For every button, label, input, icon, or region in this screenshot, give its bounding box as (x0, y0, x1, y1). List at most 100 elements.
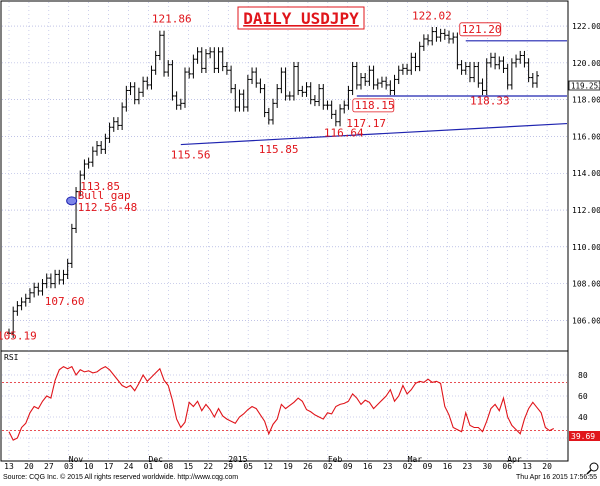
price-annotation: 107.60 (45, 295, 85, 308)
price-panel-frame (0, 0, 569, 352)
price-bar (61, 269, 66, 285)
price-bar (480, 78, 485, 96)
price-bar (153, 50, 158, 75)
x-axis-labels: 13 20 27 03 10 17 24 01 08 15 22 29 05 12 19 26 02 09 16 23… (4, 455, 552, 471)
footer-source: Source: CQG Inc. © 2015 All rights reser… (3, 473, 238, 481)
price-bar (162, 30, 167, 77)
price-bar (409, 52, 414, 75)
price-bar (233, 84, 238, 112)
price-bar (455, 32, 460, 70)
price-bar (229, 65, 234, 94)
price-bar (283, 67, 288, 101)
price-bar (535, 71, 539, 88)
price-bar (342, 100, 347, 114)
rsi-y-tick-label: 60 (578, 392, 588, 401)
price-annotation: 122.02 (412, 10, 452, 23)
price-bar (271, 98, 275, 125)
price-bar (497, 56, 502, 70)
price-bar (354, 61, 359, 90)
x-tick-label: 10 (84, 462, 94, 471)
price-bar (32, 282, 37, 298)
price-annotation: 121.20 (462, 23, 502, 36)
price-bar (224, 61, 229, 75)
price-annotation: 115.85 (259, 143, 299, 156)
price-bar (65, 258, 70, 280)
price-bar (275, 84, 280, 108)
price-bar (388, 80, 393, 96)
x-month-label: Apr (507, 455, 522, 464)
price-bar (178, 98, 183, 110)
price-bar (317, 84, 322, 107)
price-y-tick-label: 112.00 (572, 206, 600, 215)
price-y-tick-label: 116.00 (572, 132, 600, 141)
footer-timestamp: Thu Apr 16 2015 17:56:55 (516, 474, 597, 481)
price-y-tick-label: 118.00 (572, 96, 600, 105)
price-bar (166, 60, 171, 77)
price-bar (434, 26, 439, 42)
price-bar (296, 61, 301, 96)
price-annotation: 115.56 (171, 149, 211, 162)
price-bar (7, 328, 11, 338)
price-annotation: 116.64 (324, 127, 364, 140)
price-bar (371, 65, 376, 90)
price-bar (505, 63, 510, 90)
x-month-label: Feb (328, 455, 343, 464)
price-bar (44, 273, 49, 289)
x-tick-label: 23 (383, 462, 393, 471)
price-bar (266, 107, 271, 125)
x-tick-label: 02 (403, 462, 413, 471)
price-bar (241, 89, 246, 112)
x-month-label: 2015 (228, 455, 247, 464)
price-bar (384, 76, 389, 90)
x-tick-label: 20 (24, 462, 34, 471)
price-bar (329, 100, 334, 119)
annotation-box (459, 22, 502, 37)
bull-gap-label: Bull gap (78, 189, 131, 202)
price-bar (346, 85, 351, 110)
price-bar (69, 223, 74, 268)
price-y-tick-label: 108.00 (572, 280, 600, 289)
x-tick-label: 02 (323, 462, 333, 471)
x-tick-label: 06 (502, 462, 512, 471)
price-bar (459, 60, 464, 75)
x-month-label: Dec (149, 455, 164, 464)
price-bar (514, 54, 519, 68)
price-bar (136, 87, 141, 105)
last-price-label: 119.253 (571, 82, 600, 91)
x-tick-label: 12 (263, 462, 273, 471)
x-tick-label: 26 (303, 462, 313, 471)
last-price-box (568, 80, 600, 91)
price-bar (183, 67, 187, 108)
price-bar (258, 78, 263, 94)
price-bar (400, 63, 405, 75)
price-bar (530, 72, 535, 88)
price-bar (128, 82, 133, 96)
price-bar (124, 85, 129, 112)
zoom-icon[interactable] (586, 462, 599, 475)
price-bar (141, 76, 146, 97)
price-bar (421, 34, 426, 51)
rsi-y-tick-label: 40 (578, 413, 588, 422)
price-bar (199, 47, 204, 73)
x-tick-label: 19 (283, 462, 293, 471)
last-rsi-label: 39.69 (571, 432, 595, 441)
price-y-tick-label: 114.00 (572, 169, 600, 178)
price-bar (120, 102, 125, 131)
price-bar (447, 30, 451, 44)
x-month-label: Mar (408, 455, 423, 464)
x-tick-label: 16 (363, 462, 373, 471)
x-tick-label: 29 (223, 462, 233, 471)
price-bar (526, 58, 531, 83)
price-annotation: 105.19 (0, 329, 37, 342)
price-bar (203, 49, 208, 73)
price-bar (279, 67, 284, 94)
price-bar (132, 82, 137, 105)
price-annotation: 121.86 (152, 13, 192, 26)
price-bar (191, 54, 196, 79)
price-bar (195, 47, 200, 64)
price-bar (11, 306, 16, 338)
price-bar (174, 91, 179, 110)
price-bar (463, 61, 468, 75)
